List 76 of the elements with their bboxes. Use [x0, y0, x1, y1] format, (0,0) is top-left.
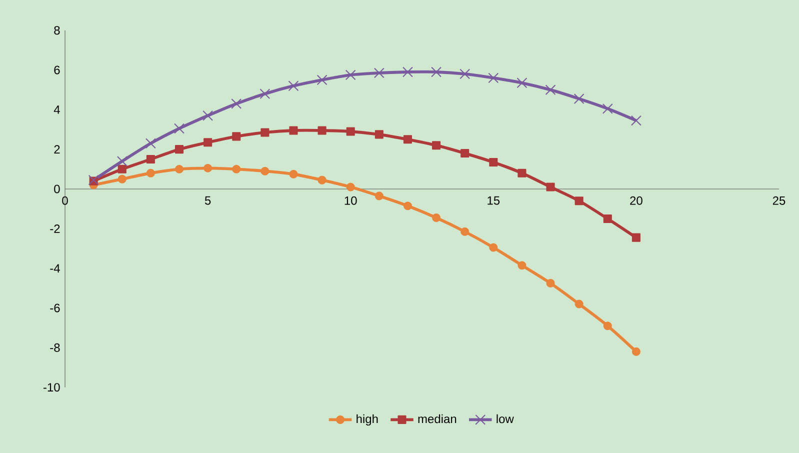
- point: [546, 182, 555, 192]
- x-tick-label: 0: [62, 196, 68, 205]
- point: [489, 158, 498, 166]
- point: [260, 166, 270, 176]
- point: [516, 78, 528, 88]
- point: [231, 98, 242, 109]
- point: [518, 168, 526, 178]
- legend-label: high: [356, 414, 378, 426]
- point: [146, 154, 155, 164]
- y-tick-label: -4: [50, 264, 60, 272]
- point: [174, 123, 184, 134]
- point: [288, 80, 299, 92]
- y-tick-label: 0: [54, 184, 60, 194]
- point: [460, 68, 470, 80]
- y-tick-label: -8: [50, 343, 60, 352]
- point: [374, 192, 384, 200]
- point: [346, 127, 355, 136]
- point: [630, 115, 642, 126]
- point: [260, 128, 270, 137]
- x-tick-label: 25: [772, 196, 786, 205]
- point: [545, 84, 556, 96]
- point: [460, 227, 470, 236]
- legend-label: low: [496, 414, 514, 424]
- point: [518, 261, 526, 270]
- point: [488, 72, 499, 84]
- point: [574, 94, 584, 104]
- point: [232, 132, 241, 141]
- point: [316, 74, 328, 86]
- point: [632, 233, 640, 242]
- point: [204, 164, 212, 172]
- point: [146, 168, 155, 178]
- point: [118, 164, 126, 174]
- y-tick-label: -10: [44, 383, 60, 392]
- point: [460, 149, 470, 158]
- x-tick-label: 15: [488, 196, 500, 205]
- point: [346, 182, 355, 192]
- y-tick-label: 2: [54, 145, 60, 154]
- point: [432, 213, 441, 222]
- point: [118, 174, 126, 184]
- point: [403, 135, 412, 144]
- point: [402, 66, 413, 78]
- point: [289, 126, 298, 135]
- x-tick-label: 20: [630, 196, 642, 205]
- point: [432, 141, 441, 150]
- y-tick-label: 8: [54, 26, 60, 35]
- x-tick-label: 10: [344, 196, 357, 205]
- point: [403, 202, 412, 210]
- point: [374, 68, 384, 78]
- point: [546, 278, 555, 288]
- y-tick-label: 4: [54, 106, 60, 114]
- point: [374, 130, 384, 139]
- point: [204, 138, 212, 147]
- point: [318, 126, 326, 135]
- point: [574, 196, 584, 206]
- point: [232, 164, 241, 174]
- legend-label: median: [418, 414, 456, 424]
- point: [574, 300, 584, 308]
- point: [318, 176, 326, 184]
- y-tick-label: -2: [50, 224, 60, 233]
- point: [345, 70, 356, 80]
- point: [174, 164, 184, 174]
- point: [145, 138, 156, 149]
- point: [632, 347, 640, 356]
- point: [431, 66, 442, 78]
- point: [289, 170, 298, 178]
- point: [174, 145, 184, 154]
- point: [260, 88, 270, 100]
- x-tick-label: 5: [204, 196, 211, 205]
- point: [603, 214, 612, 224]
- point: [489, 243, 498, 252]
- point: [602, 103, 613, 114]
- point: [202, 110, 214, 121]
- point: [116, 156, 128, 166]
- y-tick-label: -6: [50, 304, 60, 312]
- y-tick-label: 6: [54, 66, 60, 74]
- point: [603, 322, 612, 330]
